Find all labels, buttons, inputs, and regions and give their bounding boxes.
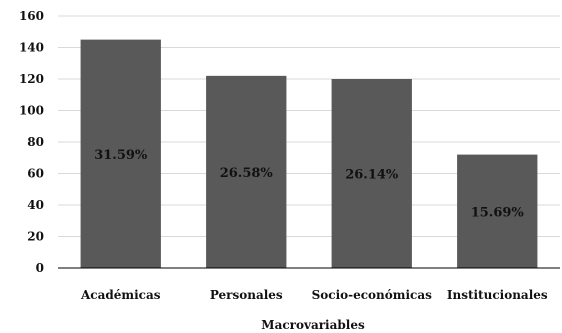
y-tick-label: 40 [27, 198, 44, 212]
y-tick-label: 0 [36, 261, 44, 275]
x-tick-label: Académicas [80, 288, 161, 302]
x-tick-label: Institucionales [447, 288, 548, 302]
y-tick-label: 80 [27, 135, 44, 149]
y-tick-label: 60 [27, 167, 44, 181]
bars [80, 39, 538, 268]
bar-socio-econ-micas [331, 79, 412, 268]
x-axis-ticks: Académicas Personales Socio-económicas Inst… [80, 288, 548, 302]
y-tick-label: 100 [19, 104, 44, 118]
x-tick-label: Personales [210, 288, 283, 302]
y-tick-label: 160 [19, 9, 44, 23]
bar-acad-micas [80, 39, 161, 268]
y-tick-label: 120 [19, 72, 44, 86]
y-axis-ticks: 0 20 40 60 80 100 120 140 160 [19, 9, 44, 275]
bar-institucionales [457, 154, 538, 268]
data-labels: 31.59% 26.58% 26.14% 15.69% [94, 148, 524, 220]
y-tick-label: 140 [19, 41, 44, 55]
x-axis-title: Macrovariables [261, 318, 365, 332]
y-tick-label: 20 [27, 230, 44, 244]
x-tick-label: Socio-económicas [312, 288, 433, 302]
bar-personales [206, 75, 287, 268]
data-label: 26.14% [345, 168, 399, 183]
data-label: 26.58% [220, 166, 274, 181]
data-label: 31.59% [94, 148, 148, 163]
data-label: 15.69% [471, 205, 525, 220]
